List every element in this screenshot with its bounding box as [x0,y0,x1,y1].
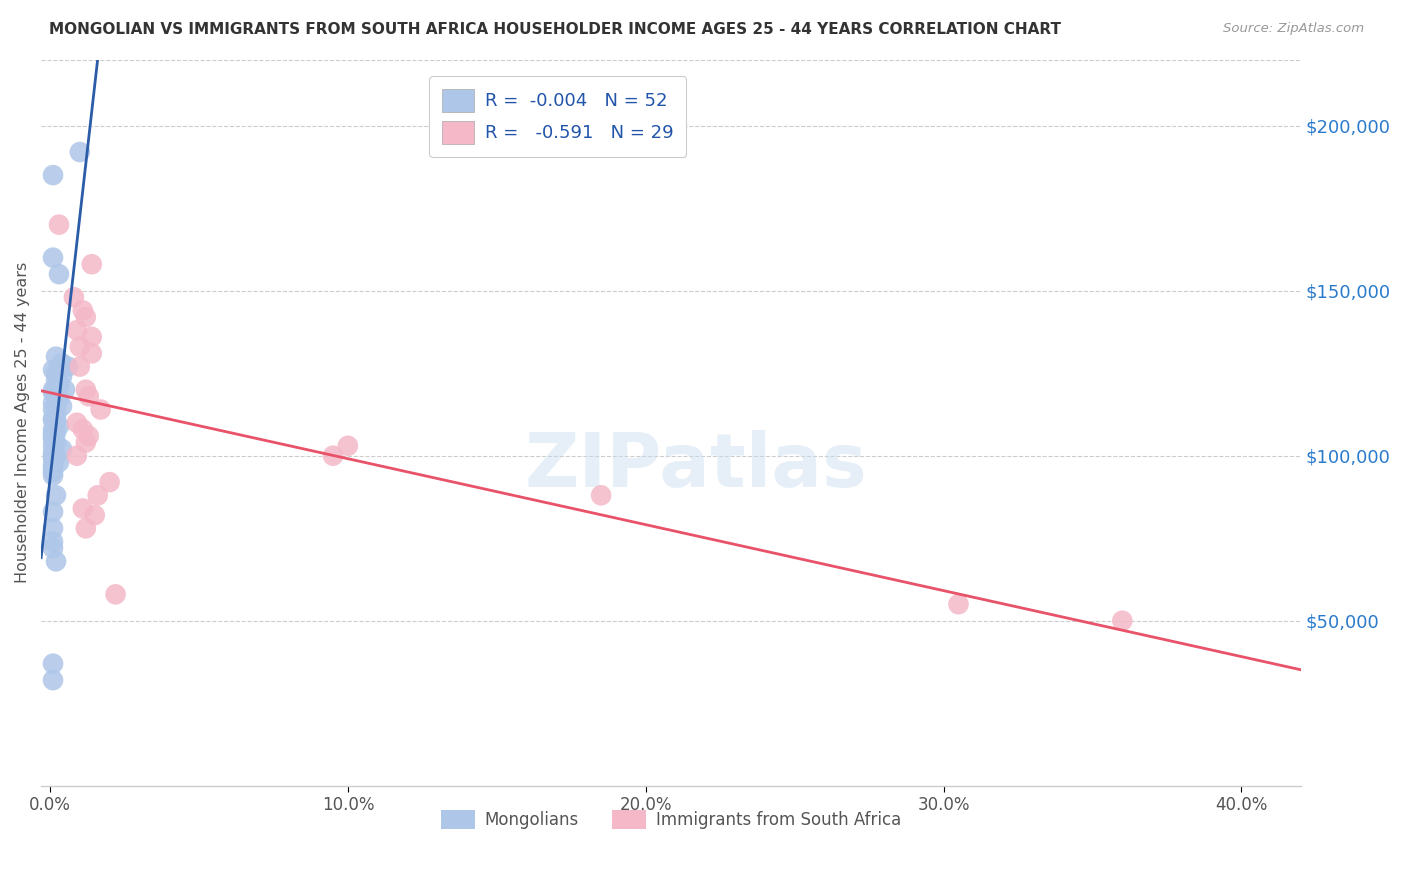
Point [42,445,65,459]
Point [98,475,121,489]
Y-axis label: Householder Income Ages 25 - 44 years: Householder Income Ages 25 - 44 years [15,262,30,583]
Point [80,257,103,271]
Point [77,389,100,403]
Point [83,508,105,522]
Point [75,521,97,535]
Point [42,657,65,671]
Point [45,409,67,423]
Point [45,389,67,403]
Point [72,303,94,318]
Point [336,439,359,453]
Point [75,383,97,397]
Point [42,412,65,426]
Point [42,402,65,417]
Point [42,673,65,688]
Point [75,310,97,324]
Point [48,419,70,434]
Point [42,429,65,443]
Point [42,422,65,436]
Point [45,488,67,502]
Point [45,406,67,420]
Point [66,416,89,430]
Point [48,376,70,390]
Point [45,449,67,463]
Point [42,386,65,401]
Legend: Mongolians, Immigrants from South Africa: Mongolians, Immigrants from South Africa [434,803,907,836]
Point [42,363,65,377]
Point [45,373,67,387]
Point [591,488,613,502]
Point [45,416,67,430]
Point [42,505,65,519]
Point [42,168,65,182]
Point [42,449,65,463]
Point [69,145,91,159]
Point [48,379,70,393]
Point [48,267,70,281]
Point [48,218,70,232]
Point [42,521,65,535]
Point [42,468,65,483]
Point [69,359,91,374]
Point [72,422,94,436]
Point [75,435,97,450]
Point [66,449,89,463]
Point [42,412,65,426]
Point [42,425,65,440]
Point [45,366,67,380]
Point [56,359,79,374]
Text: Source: ZipAtlas.com: Source: ZipAtlas.com [1223,22,1364,36]
Point [66,323,89,337]
Point [948,597,970,611]
Point [42,452,65,467]
Point [80,346,103,360]
Point [69,340,91,354]
Point [322,449,344,463]
Point [45,350,67,364]
Point [48,392,70,407]
Point [42,462,65,476]
Point [42,251,65,265]
Point [86,488,108,502]
Point [77,429,100,443]
Point [51,369,73,384]
Point [42,383,65,397]
Point [51,442,73,456]
Point [1111,614,1133,628]
Point [104,587,127,601]
Point [45,435,67,450]
Point [53,383,76,397]
Point [42,465,65,479]
Point [42,432,65,446]
Point [72,501,94,516]
Text: ZIPatlas: ZIPatlas [524,430,868,503]
Point [45,554,67,568]
Point [42,534,65,549]
Point [42,458,65,473]
Point [63,290,86,304]
Point [42,439,65,453]
Point [90,402,112,417]
Point [45,425,67,440]
Point [42,541,65,555]
Point [42,396,65,410]
Point [48,455,70,469]
Point [51,399,73,413]
Text: MONGOLIAN VS IMMIGRANTS FROM SOUTH AFRICA HOUSEHOLDER INCOME AGES 25 - 44 YEARS : MONGOLIAN VS IMMIGRANTS FROM SOUTH AFRIC… [49,22,1062,37]
Point [80,330,103,344]
Point [51,356,73,370]
